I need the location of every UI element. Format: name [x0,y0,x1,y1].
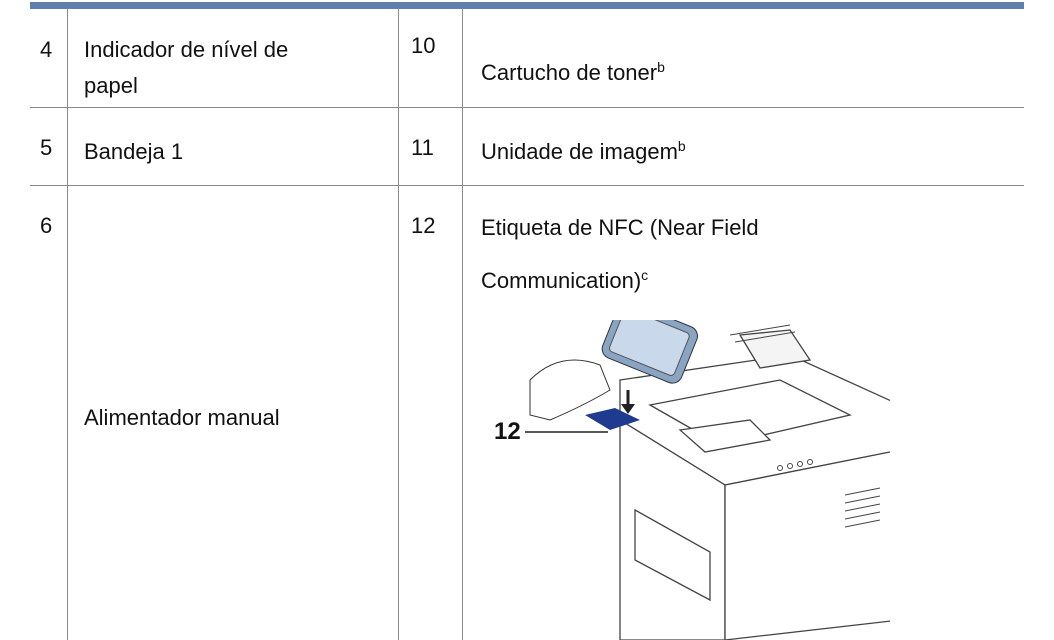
item-label: Indicador de nível de [84,37,289,62]
footnote-mark: c [641,267,649,283]
item-label: Unidade de imagemb [481,138,686,165]
label-text: Unidade de imagem [481,139,678,164]
label-text: Communication) [481,268,642,293]
item-label: Etiqueta de NFC (Near Field [481,215,759,240]
callout-label: 12 [494,418,521,445]
column-rule [462,8,463,640]
item-label: Communication)c [481,267,649,294]
item-label: Cartucho de tonerb [481,59,665,86]
item-label: Alimentador manual [84,405,280,430]
column-rule [398,8,399,640]
item-number: 11 [411,135,434,160]
label-text: Cartucho de toner [481,60,658,85]
item-number: 5 [40,135,53,160]
item-number: 12 [411,213,436,238]
item-label: Bandeja 1 [84,139,184,164]
nfc-tag [585,408,640,430]
item-label: papel [84,73,138,98]
printer-illustration: 12 [494,320,890,640]
footnote-mark: b [657,59,665,75]
row-rule [30,107,1024,108]
row-rule [30,185,1024,186]
item-number: 6 [40,213,53,238]
top-bar [30,2,1024,9]
item-number: 4 [40,37,53,62]
item-number: 10 [411,33,436,58]
footnote-mark: b [677,138,686,154]
column-rule [67,8,68,640]
